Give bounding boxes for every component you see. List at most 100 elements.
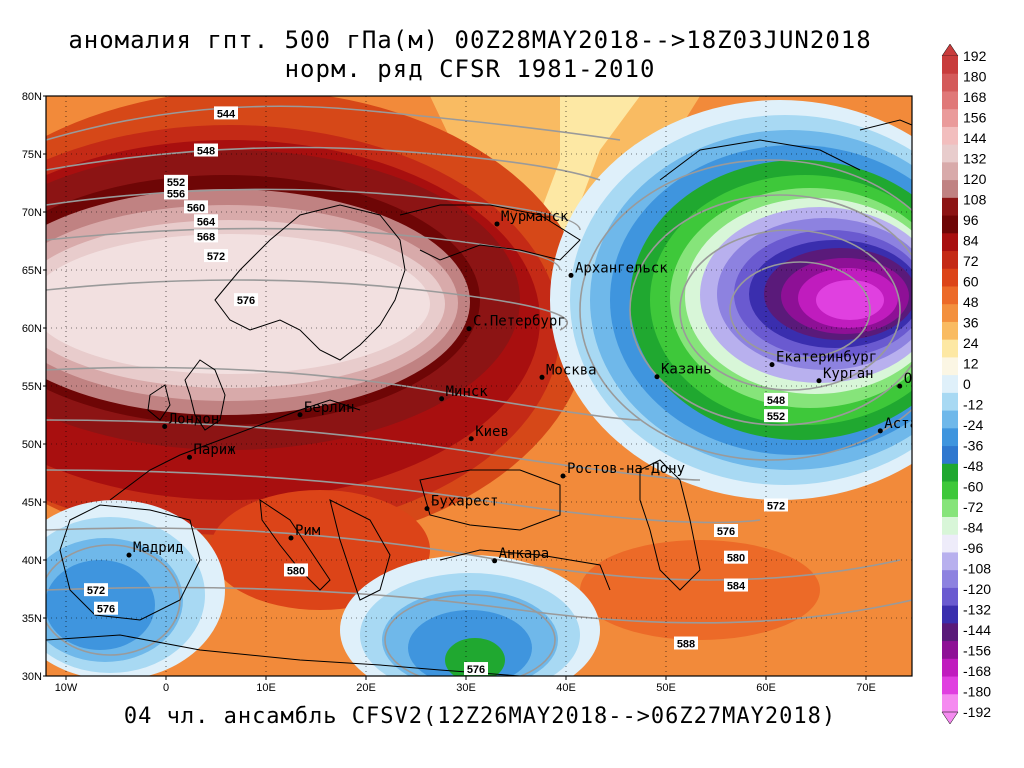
- city-label: Мадрид: [133, 540, 184, 556]
- city-dot: [769, 362, 775, 368]
- colorbar-swatch: [942, 180, 958, 199]
- contour-label-box: [194, 214, 218, 228]
- city-label: Бухарест: [431, 494, 498, 510]
- colorbar-swatch: [942, 463, 958, 483]
- contour-label-box: [204, 249, 228, 263]
- contour-label-box: [284, 563, 308, 577]
- contour-label-text: 572: [87, 585, 105, 597]
- colorbar-tick-label: -72: [963, 499, 983, 515]
- city-dot: [560, 473, 566, 479]
- contour-label-text: 580: [727, 553, 745, 565]
- contour-label-box: [764, 498, 788, 512]
- colorbar-tick-label: -96: [963, 540, 983, 556]
- colorbar-tick-label: 192: [963, 48, 987, 64]
- colorbar-tick-label: 96: [963, 212, 979, 228]
- city-label: Киев: [475, 424, 509, 440]
- lat-tick-label: 45N: [22, 497, 42, 509]
- contour-label-box: [464, 662, 488, 676]
- city-dot: [816, 378, 822, 384]
- lat-tick-label: 35N: [22, 613, 42, 625]
- city-dot: [568, 272, 574, 278]
- colorbar-swatch: [942, 304, 958, 323]
- contour-value-label: 576: [94, 601, 118, 616]
- contour-value-label: 576: [714, 524, 738, 538]
- colorbar-tick-label: 132: [963, 151, 987, 167]
- city-label: Москва: [546, 362, 597, 378]
- city-dot: [468, 436, 474, 442]
- height-contours: [46, 105, 912, 676]
- lon-tick-label: 20E: [356, 682, 376, 694]
- city-dot: [297, 412, 303, 418]
- city-label: Минск: [446, 384, 489, 400]
- contour-label-box: [764, 392, 788, 406]
- city-label: Астана: [884, 416, 935, 432]
- anomaly-field: 5445485525565605645685725765805725765765…: [46, 96, 935, 676]
- colorbar-swatch: [942, 499, 958, 518]
- city-dot: [492, 558, 498, 564]
- colorbar-swatch: [942, 392, 958, 412]
- city-dot: [494, 221, 500, 227]
- lat-tick-label: 75N: [22, 149, 42, 161]
- contour-label-box: [714, 524, 738, 537]
- contour-value-label: 580: [284, 563, 308, 577]
- city-label: С.Петербург: [473, 314, 566, 330]
- ensemble-caption: 04 чл. ансамбль CFSV2(12Z26MAY2018-->06Z…: [123, 704, 837, 729]
- lat-tick-label: 30N: [22, 671, 42, 683]
- colorbar-swatch: [942, 534, 958, 553]
- contour-label-box: [674, 636, 698, 650]
- contour-value-label: 572: [764, 498, 788, 512]
- contour-value-label: 572: [204, 249, 228, 263]
- contour-label-text: 548: [197, 146, 215, 158]
- city-dot: [466, 326, 472, 332]
- contour-label-box: [764, 409, 788, 423]
- city-dot: [539, 374, 545, 380]
- lat-tick-label: 60N: [22, 323, 42, 335]
- contour-value-label: 576: [234, 293, 258, 307]
- colorbar-swatch: [942, 126, 958, 146]
- city-dot: [897, 383, 903, 389]
- contour-label-text: 576: [717, 526, 735, 538]
- coastlines: [46, 119, 912, 676]
- colorbar-swatch: [942, 410, 958, 429]
- contour-label-text: 556: [167, 188, 185, 200]
- colorbar-swatch: [942, 516, 958, 536]
- colorbar-tick-label: 48: [963, 294, 979, 310]
- contour-label-text: 564: [197, 216, 216, 228]
- colorbar-swatch: [942, 357, 958, 376]
- colorbar: 1921801681561441321201089684726048362412…: [941, 43, 991, 725]
- colorbar-tick-label: 120: [963, 171, 987, 187]
- colorbar-tick-label: -180: [963, 684, 991, 700]
- colorbar-tick-label: -36: [963, 438, 983, 454]
- colorbar-tick-label: -84: [963, 520, 983, 536]
- map-title-line-1: аномалия гпт. 500 гПа(м) 00Z28MAY2018-->…: [68, 26, 872, 54]
- colorbar-swatch: [942, 605, 958, 624]
- contour-label-box: [84, 583, 108, 597]
- colorbar-swatch: [942, 676, 958, 695]
- contour-value-label: 584: [724, 578, 748, 593]
- colorbar-swatch: [942, 73, 958, 92]
- contour-label-text: 552: [167, 177, 185, 189]
- colorbar-tick-label: 84: [963, 233, 979, 249]
- lon-tick-label: 60E: [756, 682, 776, 694]
- lon-tick-label: 10E: [256, 682, 276, 694]
- colorbar-tick-label: -132: [963, 602, 991, 618]
- contour-label-box: [234, 293, 258, 307]
- colorbar-tick-label: 156: [963, 110, 987, 126]
- colorbar-swatch: [942, 446, 958, 465]
- lat-tick-label: 40N: [22, 555, 42, 567]
- contour-label-box: [194, 143, 218, 157]
- colorbar-swatch: [942, 251, 958, 270]
- city-dot: [288, 535, 294, 541]
- contour-label-text: 572: [767, 500, 785, 512]
- colorbar-swatch: [942, 587, 958, 607]
- colorbar-tick-label: 24: [963, 335, 979, 351]
- contour-value-label: 588: [674, 636, 698, 651]
- colorbar-tick-label: -108: [963, 561, 991, 577]
- colorbar-swatch: [942, 197, 958, 217]
- colorbar-swatch: [942, 162, 958, 181]
- contour-label-text: 588: [677, 639, 695, 651]
- colorbar-swatch: [942, 286, 958, 305]
- colorbar-swatch: [942, 694, 958, 713]
- colorbar-swatch: [942, 268, 958, 287]
